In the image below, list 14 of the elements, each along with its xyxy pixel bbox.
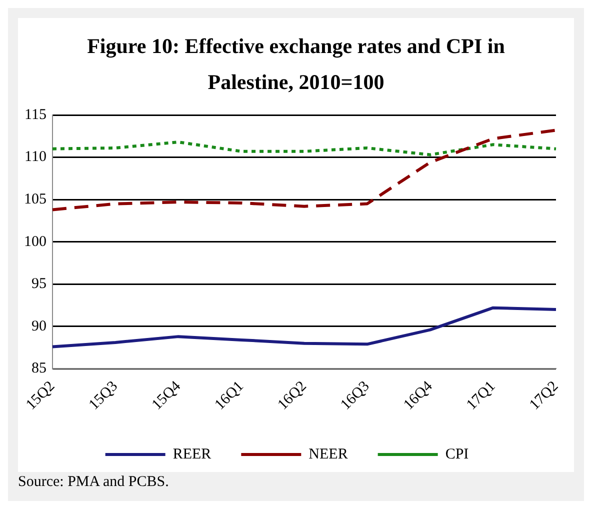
line-series: [51, 128, 558, 212]
legend-label: NEER: [308, 446, 348, 462]
line-series: [51, 140, 558, 156]
source-note: Source: PMA and PCBS.: [18, 473, 170, 491]
y-tick-label: 105: [24, 192, 46, 208]
legend-label: CPI: [445, 446, 469, 462]
y-tick-label: 110: [24, 149, 46, 166]
chart-title: Figure 10: Effective exchange rates and CPI in Palestine, 2010=100: [86, 33, 506, 96]
y-tick-label: 100: [24, 234, 46, 250]
legend-label: REER: [172, 446, 212, 462]
y-tick-label: 95: [32, 276, 46, 292]
y-tick-label: 85: [32, 360, 46, 377]
y-tick-label: 115: [24, 106, 46, 123]
y-tick-label: 90: [32, 318, 46, 334]
